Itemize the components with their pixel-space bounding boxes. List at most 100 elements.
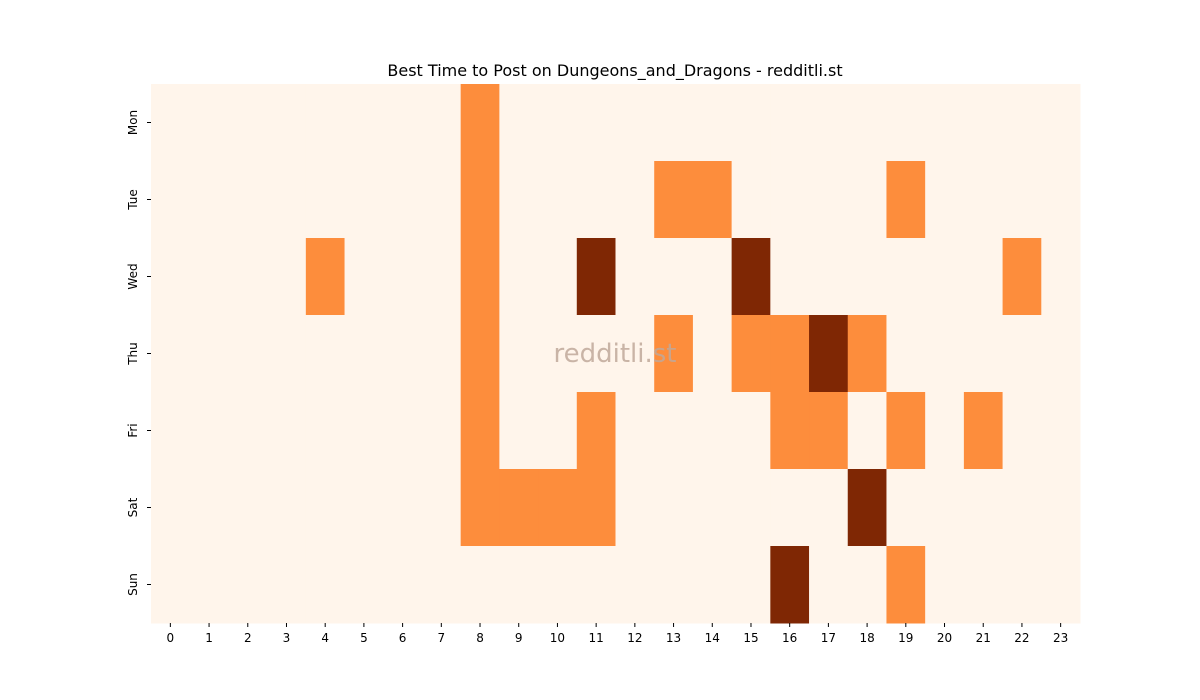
heat-cell: [305, 161, 346, 239]
heat-cell: [538, 315, 578, 393]
x-tick-label: 12: [627, 631, 642, 645]
axes: 0 1 2 3 4 5 6 7 8 9 10 11 12 13 14 15 16 17 18 19 20 21 22 23Mo…: [126, 110, 1068, 645]
heat-cell: [1041, 238, 1081, 316]
x-tick-label: 6: [399, 631, 407, 645]
heat-cell: [847, 238, 887, 316]
heat-cell: [1002, 469, 1042, 547]
heat-cell: [809, 469, 849, 547]
heat-cell: [809, 546, 849, 624]
heat-cell: [925, 469, 965, 547]
heat-cell: [151, 238, 191, 316]
heat-cell: [383, 392, 423, 470]
x-tick-label: 7: [437, 631, 445, 645]
heat-cell: [228, 238, 268, 316]
heat-cell: [305, 238, 346, 316]
heat-cell: [499, 392, 539, 470]
heat-cell: [692, 161, 733, 239]
x-tick-label: 0: [167, 631, 175, 645]
heat-cell: [770, 546, 810, 624]
heat-cell: [538, 161, 578, 239]
heat-cell: [809, 161, 849, 239]
heat-cell: [421, 161, 462, 239]
heat-cell: [1041, 469, 1081, 547]
heat-cell: [344, 161, 384, 239]
heat-cell: [925, 392, 965, 470]
heat-cell: [499, 161, 539, 239]
heat-cell: [383, 315, 423, 393]
heat-cell: [847, 84, 887, 162]
heat-cell: [538, 546, 578, 624]
heat-cell: [1041, 84, 1081, 162]
heat-cell: [228, 546, 268, 624]
x-tick-label: 15: [743, 631, 758, 645]
heat-cell: [731, 392, 771, 470]
heat-cell: [576, 84, 616, 162]
heat-cell: [344, 546, 384, 624]
heat-cell: [267, 315, 307, 393]
heat-cell: [615, 546, 655, 624]
heat-cell: [151, 546, 191, 624]
heat-cell: [1002, 546, 1042, 624]
heat-cell: [1041, 315, 1081, 393]
heat-cell: [305, 546, 346, 624]
heat-cell: [654, 84, 694, 162]
heat-cell: [1041, 392, 1081, 470]
heat-cell: [151, 315, 191, 393]
heat-cell: [615, 238, 655, 316]
heat-cell: [963, 84, 1004, 162]
heat-cell: [731, 469, 771, 547]
x-tick-label: 20: [937, 631, 952, 645]
heat-cell: [189, 546, 229, 624]
y-tick-label: Sun: [126, 573, 140, 596]
heat-cell: [886, 238, 926, 316]
heat-cell: [151, 469, 191, 547]
heat-cell: [1002, 84, 1042, 162]
heat-cell: [460, 392, 500, 470]
y-tick-label: Thu: [126, 342, 140, 366]
heat-cell: [731, 546, 771, 624]
heat-cell: [151, 392, 191, 470]
x-tick-label: 23: [1053, 631, 1068, 645]
watermark: redditli.st: [554, 339, 677, 369]
heat-cell: [925, 161, 965, 239]
heat-cell: [692, 469, 733, 547]
heat-cell: [499, 469, 539, 547]
heat-cell: [692, 238, 733, 316]
heat-cell: [189, 315, 229, 393]
heat-cell: [383, 546, 423, 624]
heat-cell: [809, 84, 849, 162]
y-tick-label: Sat: [126, 497, 140, 517]
x-tick-label: 19: [898, 631, 913, 645]
heat-cell: [731, 238, 771, 316]
heat-cell: [847, 469, 887, 547]
x-tick-label: 3: [283, 631, 291, 645]
x-tick-label: 14: [705, 631, 720, 645]
heat-cell: [460, 546, 500, 624]
x-tick-label: 18: [859, 631, 874, 645]
heat-cell: [421, 315, 462, 393]
heat-cell: [538, 392, 578, 470]
heat-cell: [925, 315, 965, 393]
heat-cell: [692, 546, 733, 624]
heat-cell: [886, 84, 926, 162]
heat-cell: [576, 238, 616, 316]
x-tick-label: 16: [782, 631, 797, 645]
y-tick-label: Mon: [126, 110, 140, 135]
heat-cell: [1041, 546, 1081, 624]
heat-cell: [770, 315, 810, 393]
heat-cell: [886, 315, 926, 393]
heat-cell: [228, 469, 268, 547]
heat-cell: [305, 84, 346, 162]
x-tick-label: 11: [589, 631, 604, 645]
heat-cell: [189, 469, 229, 547]
x-tick-label: 17: [821, 631, 836, 645]
heat-cell: [847, 161, 887, 239]
heat-cell: [731, 84, 771, 162]
heat-cell: [886, 161, 926, 239]
heat-cell: [228, 161, 268, 239]
heat-cell: [228, 84, 268, 162]
heat-cell: [925, 546, 965, 624]
heat-cell: [151, 161, 191, 239]
heat-cell: [731, 161, 771, 239]
heat-cell: [421, 546, 462, 624]
